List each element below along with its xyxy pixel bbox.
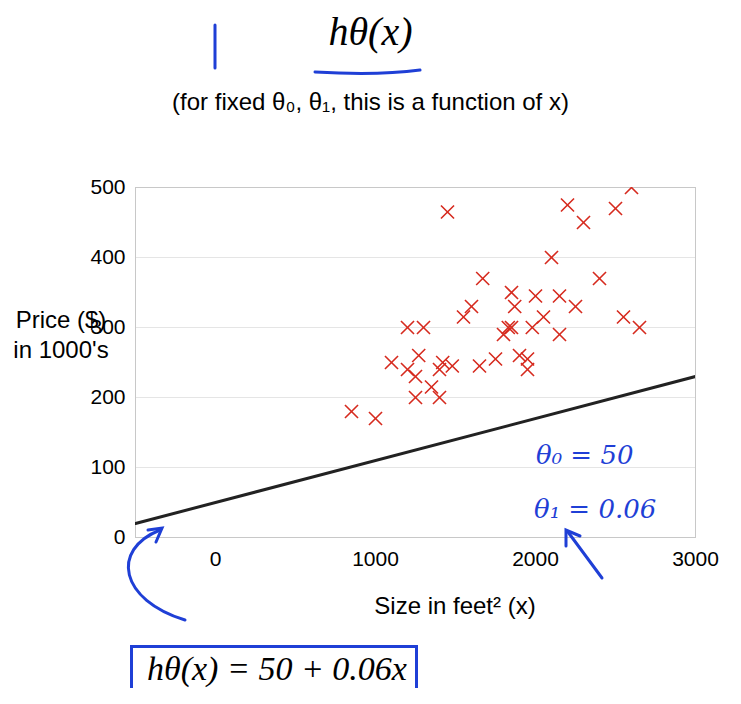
svg-text:3000: 3000 bbox=[672, 547, 719, 570]
svg-text:400: 400 bbox=[90, 245, 125, 268]
svg-text:200: 200 bbox=[90, 385, 125, 408]
svg-text:0: 0 bbox=[114, 525, 126, 548]
svg-text:500: 500 bbox=[90, 175, 125, 198]
svg-text:0: 0 bbox=[210, 547, 222, 570]
svg-text:1000: 1000 bbox=[352, 547, 399, 570]
svg-text:2000: 2000 bbox=[512, 547, 559, 570]
svg-text:100: 100 bbox=[90, 455, 125, 478]
